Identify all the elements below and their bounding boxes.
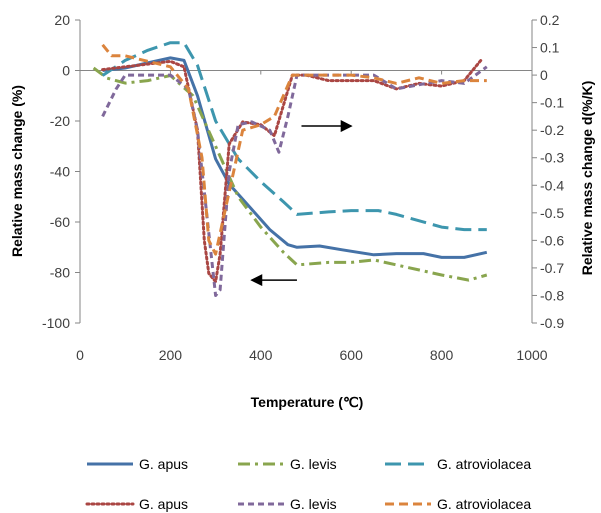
legend-label: G. apus — [139, 496, 188, 512]
legend-label: G. atroviolacea — [437, 496, 531, 512]
axes: 200-20-40-60-80-1000.20.10-0.1-0.2-0.3-0… — [42, 12, 564, 363]
series-line-5-g-atroviolacea-right — [101, 43, 487, 256]
y-right-tick-label: 0.2 — [540, 12, 560, 28]
x-tick-label: 200 — [159, 347, 183, 363]
legend: G. apus G. levis G. atroviolacea G. apus G. … — [85, 456, 531, 512]
series-line-3-g-apus-right — [101, 57, 484, 284]
legend-item-4: G. levis — [238, 496, 337, 512]
series-line-1-g-levis-left — [92, 66, 488, 282]
y-left-tick-label: 0 — [62, 63, 70, 79]
legend-item-0: G. apus — [87, 456, 188, 472]
x-tick-label: 0 — [76, 347, 84, 363]
annotations — [250, 120, 353, 287]
y-right-tick-label: 0 — [540, 67, 548, 83]
y-right-tick-label: -0.3 — [540, 150, 564, 166]
y-left-tick-label: -60 — [50, 214, 70, 230]
y-left-tick-label: 20 — [54, 12, 70, 28]
y-right-tick-label: -0.4 — [540, 177, 564, 193]
x-tick-label: 1000 — [516, 347, 547, 363]
legend-item-1: G. levis — [238, 456, 337, 472]
y-axis-right-title: Relative mass change d(%/K) — [579, 81, 595, 276]
y-right-tick-label: -0.1 — [540, 95, 564, 111]
series-line-2-g-atroviolacea-left — [101, 41, 487, 232]
y-left-tick-label: -20 — [50, 113, 70, 129]
y-right-tick-label: 0.1 — [540, 40, 560, 56]
y-left-tick-label: -100 — [42, 315, 70, 331]
legend-item-5: G. atroviolacea — [385, 496, 531, 512]
y-right-tick-label: -0.6 — [540, 232, 564, 248]
legend-label: G. apus — [139, 456, 188, 472]
series-line-0-g-apus-left — [102, 56, 488, 259]
y-right-tick-label: -0.7 — [540, 260, 564, 276]
x-tick-label: 800 — [430, 347, 454, 363]
legend-label: G. atroviolacea — [437, 456, 531, 472]
y-left-tick-label: -40 — [50, 164, 70, 180]
y-right-tick-label: -0.2 — [540, 122, 564, 138]
series-lines — [92, 41, 488, 297]
y-left-tick-label: -80 — [50, 265, 70, 281]
x-tick-label: 600 — [340, 347, 364, 363]
y-right-tick-label: -0.8 — [540, 287, 564, 303]
legend-label: G. levis — [290, 496, 337, 512]
x-axis-title: Temperature (℃) — [251, 394, 364, 410]
legend-item-2: G. atroviolacea — [385, 456, 531, 472]
legend-label: G. levis — [290, 456, 337, 472]
x-tick-label: 400 — [249, 347, 273, 363]
legend-item-3: G. apus — [85, 496, 188, 512]
y-right-tick-label: -0.5 — [540, 205, 564, 221]
y-right-tick-label: -0.9 — [540, 315, 564, 331]
y-axis-left-title: Relative mass change (%) — [9, 85, 25, 257]
